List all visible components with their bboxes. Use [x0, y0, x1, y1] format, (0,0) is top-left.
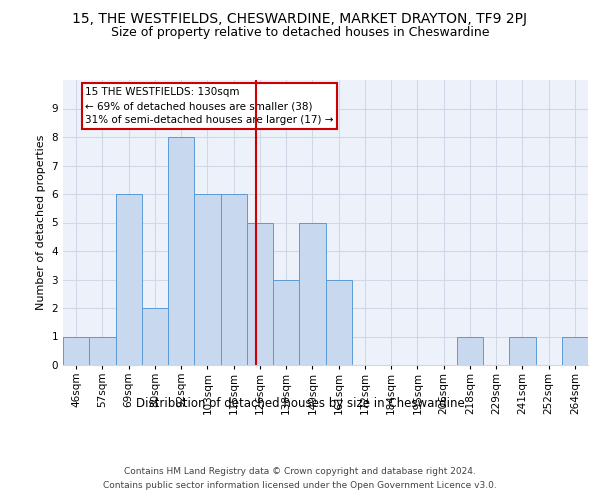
Bar — [299, 222, 325, 365]
Bar — [89, 336, 115, 365]
Bar — [115, 194, 142, 365]
Text: 15, THE WESTFIELDS, CHESWARDINE, MARKET DRAYTON, TF9 2PJ: 15, THE WESTFIELDS, CHESWARDINE, MARKET … — [73, 12, 527, 26]
Bar — [273, 280, 299, 365]
Text: Size of property relative to detached houses in Cheswardine: Size of property relative to detached ho… — [111, 26, 489, 39]
Bar — [562, 336, 588, 365]
Text: Contains HM Land Registry data © Crown copyright and database right 2024.
Contai: Contains HM Land Registry data © Crown c… — [103, 468, 497, 489]
Bar — [247, 222, 273, 365]
Bar — [142, 308, 168, 365]
Bar — [325, 280, 352, 365]
Bar — [221, 194, 247, 365]
Text: 15 THE WESTFIELDS: 130sqm
← 69% of detached houses are smaller (38)
31% of semi-: 15 THE WESTFIELDS: 130sqm ← 69% of detac… — [85, 87, 334, 125]
Bar — [457, 336, 483, 365]
Bar — [194, 194, 221, 365]
Bar — [63, 336, 89, 365]
Y-axis label: Number of detached properties: Number of detached properties — [36, 135, 46, 310]
Bar — [509, 336, 536, 365]
Text: Distribution of detached houses by size in Cheswardine: Distribution of detached houses by size … — [136, 398, 464, 410]
Bar — [168, 137, 194, 365]
